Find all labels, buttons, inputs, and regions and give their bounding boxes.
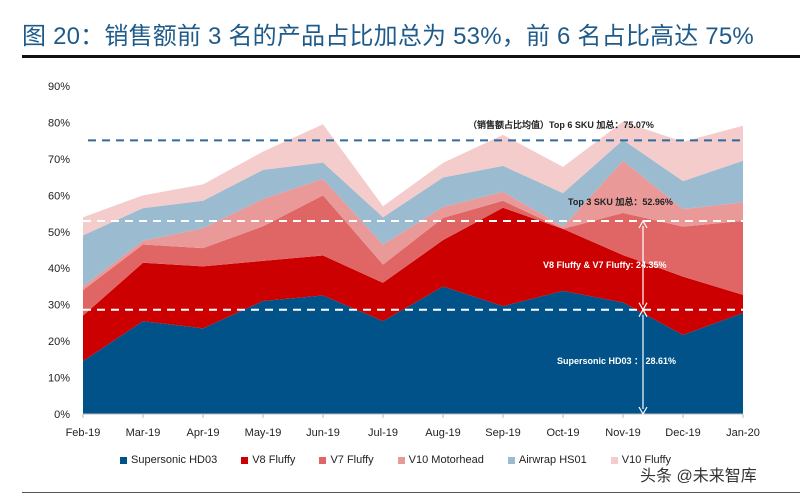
x-tick-label: Oct-19 <box>546 427 579 439</box>
legend-label: Airwrap HS01 <box>518 454 587 466</box>
bottom-divider <box>22 492 800 493</box>
legend-item: V10 Motorhead <box>397 454 484 466</box>
legend-label: V10 Motorhead <box>408 454 484 466</box>
figure-title: 图 20：销售额前 3 名的产品占比加总为 53%，前 6 名占比高达 75% <box>22 23 754 50</box>
area-v8-fluffy <box>83 207 743 362</box>
legend-swatch <box>241 456 249 464</box>
y-tick-label: 50% <box>48 227 70 239</box>
legend-item: Airwrap HS01 <box>507 454 587 466</box>
ref-label-top6: （销售额占比均值）Top 6 SKU 加总：75.07% <box>468 119 654 130</box>
legend-swatch <box>319 456 327 464</box>
x-tick-label: Jan-20 <box>726 427 760 439</box>
x-tick-label: Nov-19 <box>605 427 640 439</box>
arrow-head <box>638 308 648 318</box>
arrow-head <box>638 406 648 416</box>
legend-swatch <box>397 456 405 464</box>
arrow-head <box>638 219 648 229</box>
y-tick-label: 30% <box>48 300 70 312</box>
legend-label: Supersonic HD03 <box>131 454 218 466</box>
legend-label: V7 Fluffy <box>330 454 374 466</box>
y-tick-label: 80% <box>48 117 70 129</box>
y-tick-label: 40% <box>48 263 70 275</box>
x-tick-label: Mar-19 <box>126 427 161 439</box>
legend-swatch <box>120 456 127 464</box>
legend: Supersonic HD03 V8 Fluffy V7 Fluffy V10 Mot… <box>120 454 695 466</box>
area-v10-motorhead <box>83 160 743 291</box>
legend-item: V8 Fluffy <box>241 454 295 466</box>
legend-swatch <box>507 456 515 464</box>
legend-label: V8 Fluffy <box>252 454 296 466</box>
watermark: 头条 @未来智库 <box>640 468 757 485</box>
legend-item: V7 Fluffy <box>319 454 374 466</box>
x-tick-label: Sep-19 <box>485 427 520 439</box>
x-tick-label: May-19 <box>245 427 282 439</box>
legend-swatch <box>610 456 618 464</box>
ref-label-top3: Top 3 SKU 加总：52.96% <box>568 196 673 207</box>
area-supersonic-hd03 <box>83 286 743 414</box>
y-tick-label: 0% <box>54 409 70 421</box>
annotation-v8-v7: V8 Fluffy & V7 Fluffy: 24.35% <box>543 260 667 270</box>
x-tick-label: Apr-19 <box>186 427 219 439</box>
y-tick-label: 20% <box>48 336 70 348</box>
area-v7-fluffy <box>83 195 743 316</box>
y-tick-label: 60% <box>48 190 70 202</box>
x-tick-label: Jul-19 <box>368 427 398 439</box>
y-tick-label: 10% <box>48 373 70 385</box>
area-airwrap-hs01 <box>83 139 743 287</box>
y-tick-label: 70% <box>48 154 70 166</box>
x-tick-label: Feb-19 <box>66 427 101 439</box>
area-v10-fluffy <box>83 121 743 236</box>
ref-label-hd03: Supersonic HD03 ： 28.61% <box>557 356 676 366</box>
legend-item: V10 Fluffy <box>610 454 672 466</box>
legend-label: V10 Fluffy <box>621 454 672 466</box>
x-tick-label: Dec-19 <box>665 427 700 439</box>
legend-item: Supersonic HD03 <box>120 454 217 466</box>
x-tick-label: Jun-19 <box>306 427 340 439</box>
title-divider <box>22 55 800 58</box>
x-tick-label: Aug-19 <box>425 427 460 439</box>
y-tick-label: 90% <box>48 81 70 93</box>
